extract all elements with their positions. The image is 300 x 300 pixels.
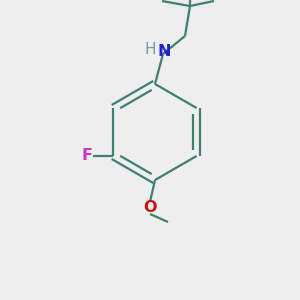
Text: H: H <box>144 43 156 58</box>
Text: O: O <box>143 200 157 215</box>
Text: F: F <box>82 148 93 164</box>
Text: N: N <box>157 44 171 59</box>
